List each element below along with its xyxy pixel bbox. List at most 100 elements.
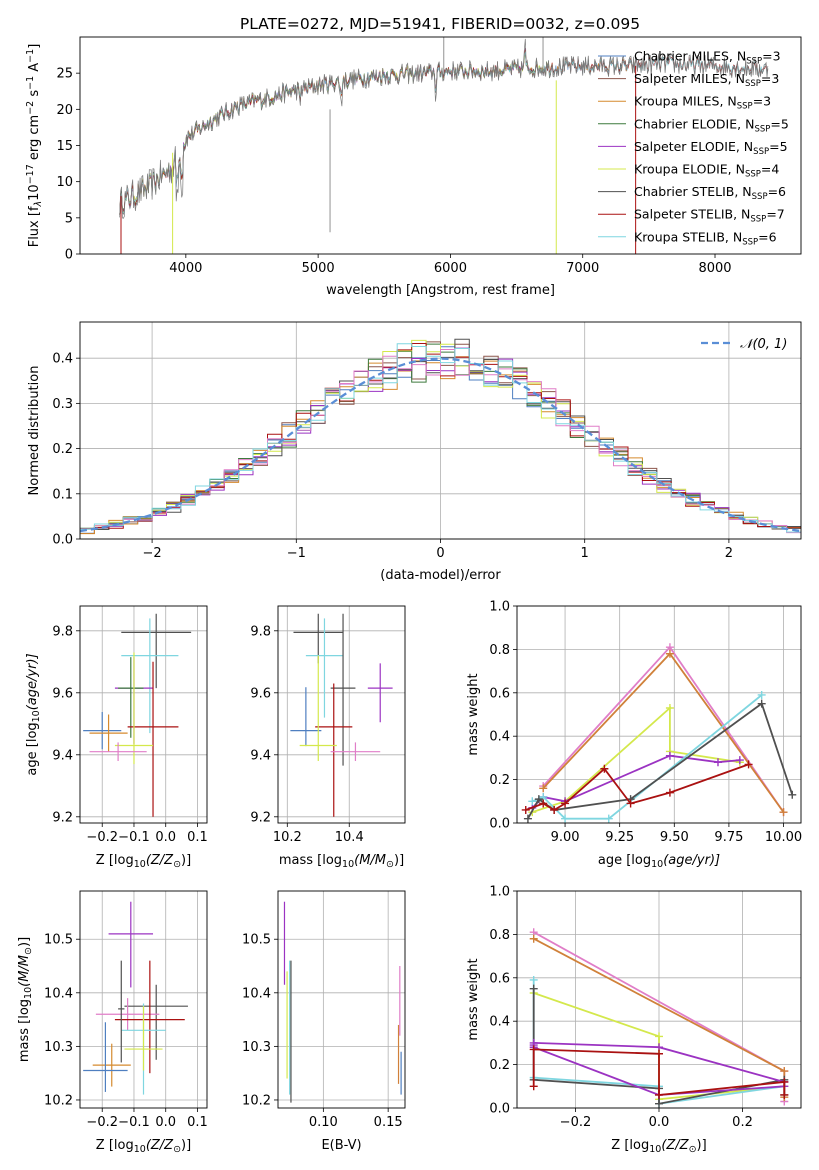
point-salpeter-stelib [127,661,179,817]
y-tick-label: 0.4 [489,730,510,745]
label-part: s [27,90,42,101]
label-part: A [27,63,42,76]
point-kroupa-elodie [114,652,154,765]
legend-label: Kroupa STELIB, NSSP=6 [634,229,777,247]
legend-label: 𝒩(0, 1) [740,337,787,352]
series-marker [539,799,548,808]
point-kroupa-miles [92,1043,131,1087]
plot-area [119,37,769,254]
point-chabrier-stelib [121,613,192,689]
y-tick-label: 0.0 [52,533,73,548]
point-salpeter-stelib [114,960,185,1074]
series-marker [529,934,538,943]
legend-label: Chabrier MILES, NSSP=3 [634,49,781,67]
label-part: mass [log [279,853,342,868]
series-marker [561,799,570,808]
y-tick-label: 9.4 [52,748,73,763]
label-part: SSP [746,57,762,67]
point-kroupa-stelib [121,618,179,734]
point-kroupa-elodie [124,1006,163,1071]
spectrum-model-chabrier-miles [119,51,636,215]
series-marker [780,1090,789,1099]
series-marker [665,649,674,658]
label-part: )] [181,1138,191,1153]
series-marker [529,1082,538,1091]
label-part: Z [log [611,1138,649,1153]
label-part: )] [394,853,404,868]
point-chabrier-miles [290,687,322,747]
series-marker [523,814,532,823]
legend-label: Chabrier STELIB, NSSP=6 [634,184,786,202]
x-axis-label: E(B-V) [321,1138,361,1153]
label-part: −1 [25,49,36,63]
label-part: (age/yr)] [25,653,40,710]
label-part: Salpeter STELIB, N [634,207,750,222]
x-tick-label: 7000 [566,261,599,276]
label-part: )] [17,937,32,947]
series-marker [604,814,613,823]
series-marker [665,703,674,712]
label-part: SSP [745,79,761,89]
series-marker [655,1099,663,1108]
y-tick-label: 0.1 [52,487,73,502]
series-marker [735,756,744,765]
y-tick-label: 0.4 [489,1015,510,1030]
normal-curve [80,357,801,533]
y-tick-label: 10 [56,175,73,190]
label-part: ⊙ [173,1144,181,1155]
label-part: erg cm [27,115,42,164]
legend-label: Kroupa MILES, NSSP=3 [634,94,771,112]
series-salpeter-stelib [521,760,753,814]
axes-residuals: −2 −1 0 1 2 0.0 0.1 0.2 0.3 0.4 𝒩(0, 1) (data-model… [27,321,802,583]
x-tick-label: −0.1 [118,830,150,845]
label-part: Flux [f [27,206,42,247]
label-part: =6 [768,184,786,199]
label-part: =3 [753,94,771,109]
y-axis-label: mass [log10​(M/M⊙​)] [17,937,34,1062]
x-tick-label: 0.0 [155,1115,176,1130]
y-tick-label: 0.8 [489,643,510,658]
x-tick-label: 0.0 [649,1115,670,1130]
y-axis-label: mass weight [466,958,481,1040]
series-marker [788,790,797,799]
x-tick-label: 0.1 [187,1115,208,1130]
label-part: )] [181,853,191,868]
series-marker [655,1032,663,1041]
x-tick-label: 9.75 [714,830,743,845]
label-part: (Z/Z [146,853,174,868]
legend-label: Salpeter ELODIE, NSSP=5 [634,139,788,157]
label-part: SSP [745,170,761,180]
y-tick-label: 9.8 [52,624,73,639]
point-salpeter-stelib [315,683,353,817]
x-axis-label: (data-model)/error [380,568,501,583]
y-tick-label: 1.0 [489,885,510,900]
series-marker [655,1049,663,1058]
x-tick-label: 6000 [434,261,467,276]
axes-frame [79,321,802,540]
y-axis-label: Flux [fλ​10−17​ erg cm−2​ s−1​ A−1​] [25,44,44,248]
label-part: ⊙ [173,859,181,870]
series-marker [600,764,609,773]
x-axis-label: Z [log10​(Z/Z⊙​)] [611,1138,706,1155]
figure-title: PLATE=0272, MJD=51941, FIBERID=0032, z=0… [240,15,640,33]
x-tick-label: 1 [581,546,589,561]
y-axis-label: mass weight [466,673,481,755]
label-part: −17 [25,164,36,184]
axes-mass-vs-Z: −0.2−0.1 0.0 0.1 10.2 10.3 10.4 10.5 Z [log10​(… [17,890,208,1155]
x-axis-label: mass [log10​(M/M⊙​)] [279,853,404,870]
x-tick-label: −0.2 [560,1115,592,1130]
y-tick-label: 1.0 [489,600,510,615]
y-tick-label: 0.4 [52,352,73,367]
histogram-kroupa-stelib [80,343,801,539]
point-kroupa-miles [89,714,128,752]
x-tick-label: 0.2 [732,1115,753,1130]
y-tick-label: 0.8 [489,928,510,943]
point-salpeter-elodie [108,901,154,988]
point-chabrier-stelib [330,613,356,766]
series-marker [561,814,570,823]
series-line [527,702,794,820]
series-marker [744,760,753,769]
series-kroupa-elodie [528,703,744,817]
axes-frame [277,890,406,1109]
plot-area [290,613,393,817]
